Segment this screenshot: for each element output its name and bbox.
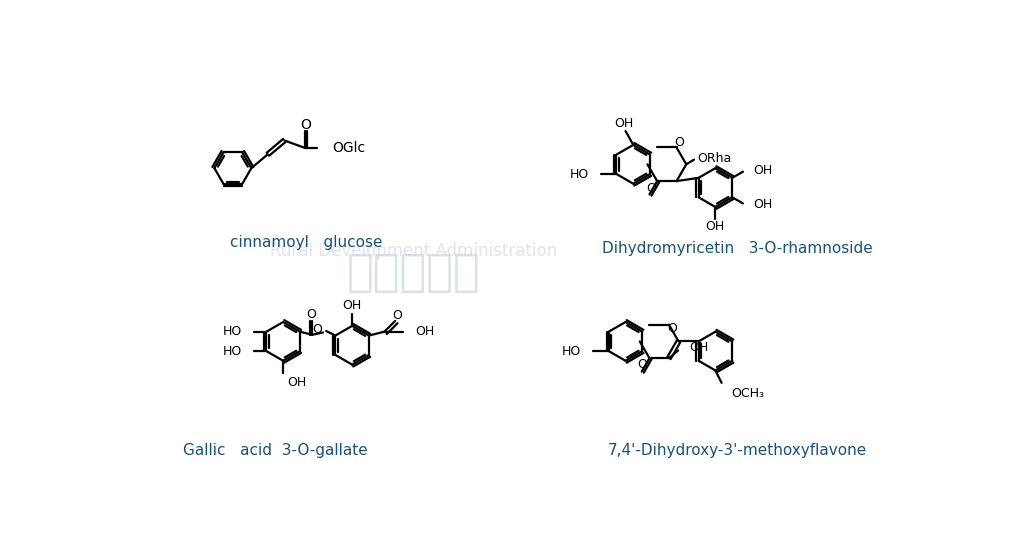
- Text: 농초진흥청: 농초진흥청: [347, 250, 480, 294]
- Text: cinnamoyl   glucose: cinnamoyl glucose: [229, 235, 382, 250]
- Text: HO: HO: [562, 345, 581, 357]
- Text: Dihydromyricetin   3-O-rhamnoside: Dihydromyricetin 3-O-rhamnoside: [602, 241, 872, 256]
- Text: OH: OH: [416, 325, 435, 338]
- Text: O: O: [305, 308, 315, 321]
- Text: Rural Development Administration: Rural Development Administration: [270, 241, 557, 259]
- Text: OCH₃: OCH₃: [731, 387, 764, 400]
- Text: 7,4'-Dihydroxy-3'-methoxyflavone: 7,4'-Dihydroxy-3'-methoxyflavone: [608, 443, 866, 458]
- Text: O: O: [674, 136, 684, 149]
- Text: O: O: [312, 323, 323, 336]
- Text: HO: HO: [222, 325, 242, 338]
- Text: O: O: [637, 358, 647, 371]
- Text: OH: OH: [706, 220, 725, 233]
- Text: O: O: [646, 182, 656, 195]
- Text: OGlc: OGlc: [333, 141, 365, 155]
- Text: HO: HO: [569, 167, 588, 180]
- Text: ORha: ORha: [697, 151, 731, 165]
- Text: O: O: [392, 309, 402, 322]
- Text: OH: OH: [688, 341, 708, 354]
- Text: OH: OH: [754, 164, 773, 177]
- Text: OH: OH: [615, 117, 634, 130]
- Text: OH: OH: [287, 376, 306, 389]
- Text: O: O: [300, 118, 310, 133]
- Text: HO: HO: [222, 345, 242, 357]
- Text: O: O: [667, 322, 677, 335]
- Text: OH: OH: [343, 299, 362, 312]
- Text: OH: OH: [754, 198, 773, 211]
- Text: Gallic   acid  3-O-gallate: Gallic acid 3-O-gallate: [183, 443, 368, 458]
